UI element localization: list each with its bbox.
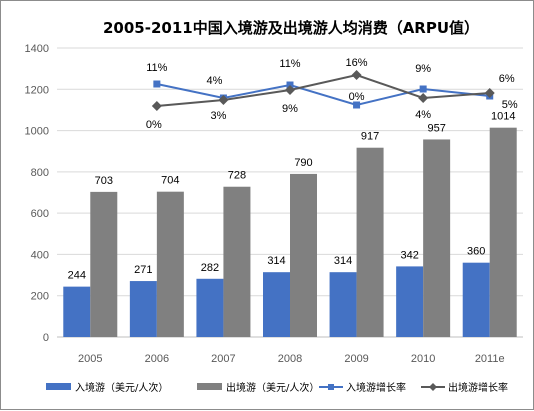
y-tick-label: 1200	[25, 84, 49, 96]
inbound-bar-2008	[263, 272, 290, 337]
y-tick-label: 0	[43, 332, 49, 344]
inbound-growth-label: 0%	[349, 91, 365, 103]
inbound-growth-label: 9%	[415, 63, 431, 75]
inbound-bar-label: 360	[467, 246, 485, 258]
outbound-growth-line	[156, 73, 490, 107]
outbound-growth-marker	[151, 101, 162, 111]
outbound-bar-label: 703	[95, 175, 113, 187]
bars	[63, 127, 517, 337]
growth-lines	[151, 70, 495, 111]
legend-outbound-growth: 出境游增长率	[421, 381, 508, 394]
x-tick-label: 2008	[278, 353, 302, 365]
legend-inbound-growth: 入境游增长率	[319, 381, 406, 394]
legend-outbound-swatch	[197, 383, 222, 390]
inbound-growth-marker	[419, 85, 427, 93]
inbound-growth-marker	[353, 101, 361, 109]
outbound-growth-marker	[285, 85, 295, 95]
outbound-bar-2006	[156, 191, 184, 337]
outbound-bar-label: 790	[294, 157, 312, 169]
inbound-bar-label: 244	[68, 270, 86, 282]
outbound-growth-marker	[484, 88, 495, 98]
y-axis-ticks: 0 200 400 600 800 1000 1200 1400	[25, 43, 49, 344]
outbound-growth-marker	[351, 70, 362, 80]
inbound-bar-2006	[129, 281, 157, 337]
outbound-bar-label: 728	[228, 170, 246, 182]
inbound-growth-label: 5%	[502, 99, 518, 111]
inbound-bar-2011e	[462, 262, 490, 337]
inbound-bar-2010	[396, 266, 424, 337]
inbound-bar-2005	[63, 286, 91, 337]
x-tick-label: 2006	[145, 353, 169, 365]
x-tick-label: 2005	[78, 353, 102, 365]
outbound-bar-2011e	[489, 127, 517, 337]
y-tick-label: 400	[31, 249, 49, 261]
legend: 入境游（美元/人次） 出境游（美元/人次） 入境游增长率 出境游增长率	[46, 381, 508, 394]
outbound-growth-marker	[218, 95, 229, 105]
inbound-bar-label: 271	[134, 264, 152, 276]
inbound-bar-2007	[196, 278, 224, 337]
y-tick-label: 200	[31, 291, 49, 303]
legend-inbound-swatch	[46, 383, 71, 390]
legend-outbound: 出境游（美元/人次）	[197, 381, 319, 394]
inbound-growth-label: 4%	[206, 75, 222, 87]
x-tick-label: 2007	[211, 353, 235, 365]
outbound-bar-label: 917	[361, 131, 379, 143]
legend-inbound-label: 入境游（美元/人次）	[75, 381, 168, 394]
outbound-bar-2008	[290, 173, 317, 337]
legend-inbound: 入境游（美元/人次）	[46, 381, 168, 394]
x-tick-label: 2010	[411, 353, 435, 365]
y-tick-label: 1400	[25, 43, 49, 55]
y-tick-label: 800	[31, 167, 49, 179]
x-tick-label: 2011e	[475, 353, 505, 365]
outbound-growth-label: 16%	[346, 57, 368, 69]
chart-title: 2005-2011中国入境游及出境游人均消费（ARPU值）	[103, 19, 479, 37]
outbound-bar-label: 704	[161, 175, 179, 187]
legend-outbound-growth-label: 出境游增长率	[448, 381, 508, 394]
outbound-growth-marker	[418, 93, 429, 103]
inbound-bar-label: 282	[201, 262, 219, 274]
outbound-bar-2010	[423, 139, 451, 337]
inbound-bar-2009	[329, 272, 357, 337]
outbound-bar-label: 1014	[491, 111, 515, 123]
y-tick-label: 1000	[25, 126, 49, 138]
outbound-bar-label: 957	[427, 122, 445, 134]
outbound-growth-label: 9%	[282, 103, 298, 115]
outbound-bar-2005	[90, 191, 118, 337]
y-tick-label: 600	[31, 208, 49, 220]
x-axis-ticks: 2005 2006 2007 2008 2009 2010 2011e	[78, 353, 505, 365]
inbound-bar-label: 342	[400, 249, 418, 261]
inbound-growth-label: 11%	[146, 62, 167, 74]
legend-outbound-label: 出境游（美元/人次）	[226, 381, 319, 394]
legend-outbound-growth-marker	[429, 383, 437, 391]
inbound-growth-label: 11%	[279, 58, 300, 70]
x-tick-label: 2009	[344, 353, 368, 365]
outbound-growth-label: 0%	[146, 119, 162, 131]
outbound-growth-label: 3%	[210, 110, 226, 122]
legend-inbound-growth-label: 入境游增长率	[346, 381, 406, 394]
outbound-bar-2009	[356, 147, 384, 337]
growth-data-labels: 11% 4% 11% 0% 9% 5% 0% 3% 9% 16% 4% 6%	[146, 57, 518, 131]
inbound-growth-marker	[153, 80, 161, 88]
inbound-bar-label: 314	[267, 255, 285, 267]
bar-data-labels: 244 271 282 314 314 342 360 703 704 728 790 917 957 1…	[68, 111, 516, 282]
inbound-growth-line	[156, 83, 490, 107]
outbound-growth-label: 4%	[415, 109, 431, 121]
legend-inbound-growth-marker	[328, 384, 334, 390]
inbound-bar-label: 314	[334, 255, 352, 267]
outbound-bar-2007	[223, 186, 251, 337]
outbound-growth-label: 6%	[499, 73, 515, 85]
